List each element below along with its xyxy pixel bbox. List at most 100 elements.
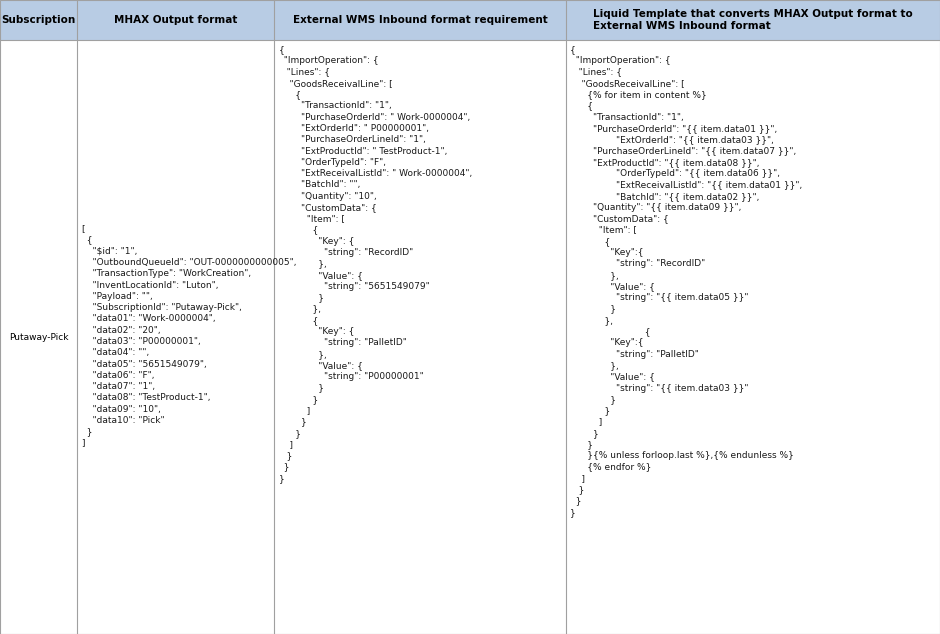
Text: }: } <box>570 508 575 517</box>
Text: }: } <box>570 429 599 437</box>
Text: }: } <box>278 429 302 437</box>
Text: "Value": {: "Value": { <box>278 361 364 370</box>
Text: ]: ] <box>278 440 293 449</box>
Text: "Key": {: "Key": { <box>278 237 355 246</box>
Text: },: }, <box>278 350 327 359</box>
Text: }: } <box>81 427 92 436</box>
Text: "data01": "Work-0000004",: "data01": "Work-0000004", <box>81 314 215 323</box>
Text: "ExtOrderId": " P00000001",: "ExtOrderId": " P00000001", <box>278 124 430 133</box>
Text: "PurchaseOrderId": "{{ item.data01 }}",: "PurchaseOrderId": "{{ item.data01 }}", <box>570 124 777 133</box>
Text: }: } <box>570 440 593 449</box>
Text: Putaway-Pick: Putaway-Pick <box>8 332 69 342</box>
Text: "string": "RecordID": "string": "RecordID" <box>278 248 414 257</box>
Text: "TransactionType": "WorkCreation",: "TransactionType": "WorkCreation", <box>81 269 251 278</box>
Text: },: }, <box>570 316 613 325</box>
Text: }: } <box>570 496 581 505</box>
Text: "ExtProductId": "{{ item.data08 }}",: "ExtProductId": "{{ item.data08 }}", <box>570 158 760 167</box>
Text: }: } <box>278 395 319 404</box>
Text: "OrderTypeId": "F",: "OrderTypeId": "F", <box>278 158 386 167</box>
Text: "ExtReceivalListId": "{{ item.data01 }}",: "ExtReceivalListId": "{{ item.data01 }}"… <box>570 181 802 190</box>
Text: "BatchId": "{{ item.data02 }}",: "BatchId": "{{ item.data02 }}", <box>570 191 760 201</box>
Text: "ExtOrderId": "{{ item.data03 }}",: "ExtOrderId": "{{ item.data03 }}", <box>570 135 774 145</box>
Text: ]: ] <box>278 406 311 415</box>
Text: "TransactionId": "1",: "TransactionId": "1", <box>570 113 683 122</box>
Text: }: } <box>278 294 324 302</box>
Text: {: { <box>570 327 650 336</box>
Text: "InventLocationId": "Luton",: "InventLocationId": "Luton", <box>81 281 219 290</box>
Text: "Quantity": "{{ item.data09 }}",: "Quantity": "{{ item.data09 }}", <box>570 203 742 212</box>
Text: "data09": "10",: "data09": "10", <box>81 404 161 414</box>
Text: "data03": "P00000001",: "data03": "P00000001", <box>81 337 201 346</box>
Text: "string": "{{ item.data05 }}": "string": "{{ item.data05 }}" <box>570 294 748 302</box>
Text: }: } <box>278 384 324 392</box>
Text: },: }, <box>570 361 619 370</box>
Text: "data06": "F",: "data06": "F", <box>81 371 154 380</box>
Text: "Item": [: "Item": [ <box>278 214 345 223</box>
Text: }: } <box>278 417 307 427</box>
Text: {: { <box>570 101 593 110</box>
Text: }: } <box>570 485 585 494</box>
Text: "SubscriptionId": "Putaway-Pick",: "SubscriptionId": "Putaway-Pick", <box>81 303 242 312</box>
Text: "Payload": "",: "Payload": "", <box>81 292 153 301</box>
Text: {: { <box>278 226 319 235</box>
Text: {: { <box>278 45 284 54</box>
Text: "GoodsReceivalLine": [: "GoodsReceivalLine": [ <box>570 79 684 88</box>
Text: Subscription: Subscription <box>2 15 75 25</box>
Text: ]: ] <box>81 439 85 448</box>
Text: {: { <box>570 45 575 54</box>
Bar <box>0 0 940 40</box>
Text: "PurchaseOrderLineId": "{{ item.data07 }}",: "PurchaseOrderLineId": "{{ item.data07 }… <box>570 146 796 155</box>
Text: "data10": "Pick": "data10": "Pick" <box>81 416 164 425</box>
Text: "Value": {: "Value": { <box>278 271 364 280</box>
Text: "string": "5651549079": "string": "5651549079" <box>278 282 431 291</box>
Text: "Key":{: "Key":{ <box>570 339 643 347</box>
Text: "string": "{{ item.data03 }}": "string": "{{ item.data03 }}" <box>570 384 748 392</box>
Text: "data04": "",: "data04": "", <box>81 348 149 358</box>
Text: "Key":{: "Key":{ <box>570 248 643 257</box>
Text: {: { <box>81 235 92 245</box>
Text: }: } <box>278 474 284 483</box>
Text: "ExtReceivalListId": " Work-0000004",: "ExtReceivalListId": " Work-0000004", <box>278 169 473 178</box>
Text: "TransactionId": "1",: "TransactionId": "1", <box>278 101 392 110</box>
Text: }{% unless forloop.last %},{% endunless %}: }{% unless forloop.last %},{% endunless … <box>570 451 793 460</box>
Text: {: { <box>278 90 302 99</box>
Text: "BatchId": "",: "BatchId": "", <box>278 181 361 190</box>
Text: "Key": {: "Key": { <box>278 327 355 336</box>
Text: [: [ <box>81 224 85 233</box>
Text: "$id": "1",: "$id": "1", <box>81 247 137 256</box>
Text: "Lines": {: "Lines": { <box>570 68 622 77</box>
Text: "data07": "1",: "data07": "1", <box>81 382 155 391</box>
Text: {: { <box>278 316 319 325</box>
Text: },: }, <box>570 271 619 280</box>
Text: },: }, <box>278 259 327 268</box>
Text: "GoodsReceivalLine": [: "GoodsReceivalLine": [ <box>278 79 393 88</box>
Text: ]: ] <box>570 417 603 427</box>
Text: "OutboundQueueId": "OUT-0000000000005",: "OutboundQueueId": "OUT-0000000000005", <box>81 258 297 267</box>
Text: "string": "PalletID": "string": "PalletID" <box>278 339 407 347</box>
Text: }: } <box>570 395 616 404</box>
Text: "OrderTypeId": "{{ item.data06 }}",: "OrderTypeId": "{{ item.data06 }}", <box>570 169 780 178</box>
Text: Liquid Template that converts MHAX Output format to
External WMS Inbound format: Liquid Template that converts MHAX Outpu… <box>593 10 913 31</box>
Text: "PurchaseOrderLineId": "1",: "PurchaseOrderLineId": "1", <box>278 135 427 145</box>
Text: MHAX Output format: MHAX Output format <box>114 15 238 25</box>
Text: {: { <box>570 237 610 246</box>
Text: "PurchaseOrderId": " Work-0000004",: "PurchaseOrderId": " Work-0000004", <box>278 113 471 122</box>
Text: "ExtProductId": " TestProduct-1",: "ExtProductId": " TestProduct-1", <box>278 146 447 155</box>
Text: }: } <box>570 406 610 415</box>
Text: {% for item in content %}: {% for item in content %} <box>570 90 707 99</box>
Text: }: } <box>278 463 290 472</box>
Text: },: }, <box>278 304 321 314</box>
Text: "string": "RecordID": "string": "RecordID" <box>570 259 705 268</box>
Text: External WMS Inbound format requirement: External WMS Inbound format requirement <box>292 15 548 25</box>
Text: "data02": "20",: "data02": "20", <box>81 326 161 335</box>
Text: "Item": [: "Item": [ <box>570 226 636 235</box>
Text: }: } <box>570 304 616 314</box>
Text: "Lines": {: "Lines": { <box>278 68 331 77</box>
Text: "CustomData": {: "CustomData": { <box>570 214 668 223</box>
Text: "string": "P00000001": "string": "P00000001" <box>278 372 424 381</box>
Text: "data05": "5651549079",: "data05": "5651549079", <box>81 359 207 368</box>
Text: "Value": {: "Value": { <box>570 282 655 291</box>
Text: "Quantity": "10",: "Quantity": "10", <box>278 191 377 201</box>
Text: {% endfor %}: {% endfor %} <box>570 463 651 472</box>
Text: "ImportOperation": {: "ImportOperation": { <box>570 56 670 65</box>
